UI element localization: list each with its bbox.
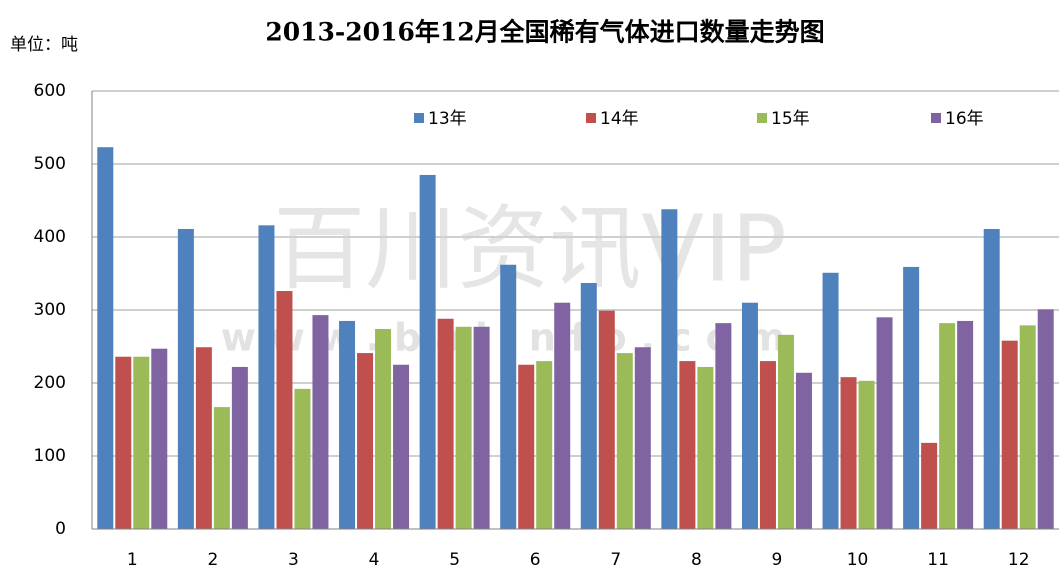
bar xyxy=(500,264,517,529)
bar xyxy=(983,228,1000,529)
chart-title: 2013-2016年12月全国稀有气体进口数量走势图 xyxy=(265,18,824,47)
x-tick-label: 8 xyxy=(691,550,702,570)
bar xyxy=(258,225,275,529)
bar xyxy=(921,442,938,529)
bar xyxy=(840,377,857,529)
legend-label: 13年 xyxy=(428,109,467,129)
bar xyxy=(195,347,212,529)
x-tick-label: 2 xyxy=(207,550,218,570)
bar xyxy=(939,323,956,529)
bar xyxy=(339,320,356,529)
bar xyxy=(759,361,776,529)
y-tick-label: 600 xyxy=(34,81,66,101)
x-tick-label: 4 xyxy=(369,550,380,570)
x-tick-label: 7 xyxy=(610,550,621,570)
bar xyxy=(876,317,893,529)
x-tick-label: 3 xyxy=(288,550,299,570)
watermark: 百川资讯VIP xyxy=(273,195,787,302)
x-tick-label: 11 xyxy=(927,550,949,570)
bar xyxy=(393,364,410,529)
bar xyxy=(634,347,651,529)
unit-label: 单位：吨 xyxy=(10,35,78,55)
bar xyxy=(661,209,678,529)
y-tick-label: 400 xyxy=(34,227,66,247)
x-tick-label: 5 xyxy=(449,550,460,570)
bar xyxy=(554,302,571,529)
bar xyxy=(375,328,392,529)
bar xyxy=(518,364,535,529)
bar xyxy=(715,323,732,529)
bar xyxy=(777,334,794,529)
y-tick-label: 300 xyxy=(34,300,66,320)
legend-label: 16年 xyxy=(945,109,984,129)
bar xyxy=(473,326,490,529)
bar xyxy=(115,356,132,529)
bar xyxy=(177,228,194,529)
y-tick-label: 200 xyxy=(34,373,66,393)
bar xyxy=(598,310,615,529)
bar xyxy=(133,356,150,529)
bar xyxy=(97,147,114,529)
legend-label: 14年 xyxy=(600,109,639,129)
legend-swatch xyxy=(931,113,941,123)
bar xyxy=(231,366,248,529)
bar xyxy=(957,320,974,529)
bar xyxy=(903,266,920,529)
bar xyxy=(679,361,696,529)
x-tick-label: 10 xyxy=(847,550,869,570)
x-tick-label: 1 xyxy=(127,550,138,570)
bar xyxy=(1001,340,1018,529)
bar xyxy=(858,380,875,529)
bar xyxy=(276,291,293,529)
bar xyxy=(536,361,553,529)
bar xyxy=(419,174,436,529)
x-tick-label: 12 xyxy=(1008,550,1030,570)
bar xyxy=(312,315,329,529)
y-tick-label: 500 xyxy=(34,154,66,174)
bar xyxy=(294,388,311,529)
legend-swatch xyxy=(757,113,767,123)
bar xyxy=(151,348,168,529)
bar xyxy=(580,282,597,529)
y-tick-label: 100 xyxy=(34,446,66,466)
bar xyxy=(822,272,839,529)
x-tick-label: 9 xyxy=(772,550,783,570)
y-tick-label: 0 xyxy=(55,519,66,539)
bar xyxy=(697,366,714,529)
bar xyxy=(437,318,454,529)
x-tick-label: 6 xyxy=(530,550,541,570)
bar xyxy=(455,326,472,529)
legend-swatch xyxy=(586,113,596,123)
bar xyxy=(357,353,374,529)
bar xyxy=(213,407,230,529)
legend-label: 15年 xyxy=(771,109,810,129)
bar xyxy=(1037,309,1054,529)
bar xyxy=(1019,325,1036,529)
bar xyxy=(616,353,633,529)
bar xyxy=(795,372,812,529)
legend-swatch xyxy=(414,113,424,123)
bar xyxy=(741,302,758,529)
